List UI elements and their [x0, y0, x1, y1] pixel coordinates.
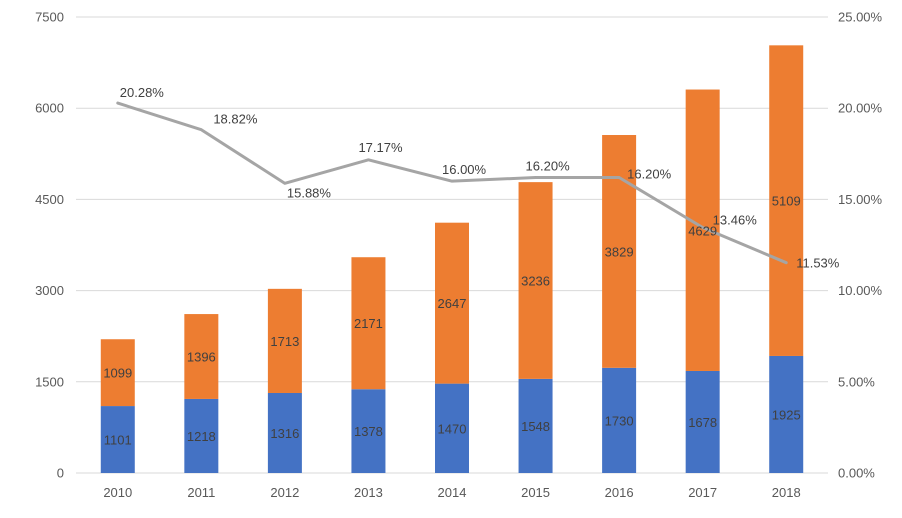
bar-value-label: 1378	[354, 424, 383, 439]
bar-series-2	[602, 135, 637, 368]
x-tick-label: 2011	[187, 485, 215, 500]
y-left-tick-label: 4500	[35, 192, 64, 207]
bar-value-label: 1713	[270, 334, 299, 349]
line-point	[283, 182, 287, 185]
line-value-label: 18.82%	[213, 112, 258, 127]
line-point	[367, 158, 370, 162]
bar-value-label: 1099	[103, 366, 132, 381]
bar-value-label: 2647	[438, 296, 467, 311]
bar-series-1	[351, 389, 386, 473]
bar-value-label: 1925	[772, 407, 801, 422]
bar-value-label: 3236	[521, 274, 550, 289]
bar-series-1	[184, 398, 219, 473]
line-value-label: 13.46%	[713, 212, 758, 227]
bar-value-label: 1730	[605, 413, 634, 428]
line-point	[534, 176, 537, 179]
bar-series-1	[100, 406, 135, 473]
line-value-label: 16.20%	[627, 167, 672, 182]
bar-series-1	[602, 367, 637, 473]
y-left-tick-label: 6000	[35, 101, 64, 116]
line-value-label: 16.20%	[526, 159, 571, 174]
bar-value-label: 1316	[270, 426, 299, 441]
data-labels: 1101 1099 1218 1396 1316 1713 1378 2171 1470 2647…	[103, 85, 839, 447]
line-point	[785, 261, 788, 264]
line-point	[617, 176, 621, 179]
bar-value-label: 5109	[772, 194, 801, 209]
y-right-tick-label: 15.00%	[838, 192, 883, 207]
bar-series-2	[685, 89, 720, 371]
x-tick-label: 2018	[772, 485, 801, 500]
bar-series-1	[769, 355, 804, 473]
bar-series-2	[518, 182, 553, 379]
bar-series-1	[685, 370, 720, 473]
bar-series-1	[267, 392, 302, 473]
x-tick-label: 2012	[270, 485, 299, 500]
bar-value-label: 1470	[438, 421, 467, 436]
y-left-tick-label: 1500	[35, 374, 64, 389]
bar-value-label: 1218	[187, 429, 216, 444]
y-right-tick-label: 25.00%	[838, 10, 883, 25]
bar-series-2	[100, 339, 135, 407]
bar-series-2	[435, 222, 469, 384]
bar-value-label: 1396	[187, 350, 216, 365]
x-tick-label: 2015	[521, 485, 550, 500]
bar-series-1	[518, 378, 553, 473]
axis-ticks: 0 1500 3000 4500 6000 7500 0.00% 5.00% 10.00% 15.…	[35, 10, 882, 501]
bar-series-2	[351, 257, 386, 390]
y-left-tick-label: 7500	[35, 10, 64, 25]
y-right-tick-label: 0.00%	[838, 466, 875, 481]
x-tick-label: 2013	[354, 485, 383, 500]
y-right-tick-label: 20.00%	[838, 101, 883, 116]
bar-series-2	[267, 288, 302, 393]
line-value-label: 11.53%	[796, 256, 840, 271]
line-point	[450, 179, 454, 183]
y-right-tick-label: 10.00%	[838, 283, 883, 298]
x-tick-label: 2017	[688, 485, 717, 500]
line-value-label: 17.17%	[358, 140, 403, 155]
bar-series-2	[769, 45, 804, 356]
bar-series-1	[435, 383, 469, 473]
y-right-tick-label: 5.00%	[838, 374, 875, 389]
bar-value-label: 1101	[104, 433, 132, 448]
y-left-tick-label: 0	[57, 466, 64, 481]
y-left-tick-label: 3000	[35, 283, 64, 298]
bar-value-label: 2171	[354, 316, 383, 331]
bar-value-label: 3829	[605, 244, 634, 259]
line-value-label: 15.88%	[287, 185, 332, 200]
line-point	[200, 128, 203, 131]
line-value-label: 16.00%	[442, 162, 487, 177]
line-point	[701, 226, 704, 229]
x-tick-label: 2010	[103, 485, 132, 500]
bar-value-label: 1548	[521, 419, 550, 434]
bar-value-label: 4629	[688, 223, 717, 238]
line-value-label: 20.28%	[120, 85, 165, 100]
line-point	[116, 101, 119, 105]
percentage-line	[116, 101, 788, 265]
x-tick-label: 2016	[605, 485, 634, 500]
bar-value-label: 1678	[688, 415, 717, 430]
x-tick-label: 2014	[438, 485, 467, 500]
bars	[100, 45, 804, 473]
bar-series-2	[184, 314, 219, 399]
